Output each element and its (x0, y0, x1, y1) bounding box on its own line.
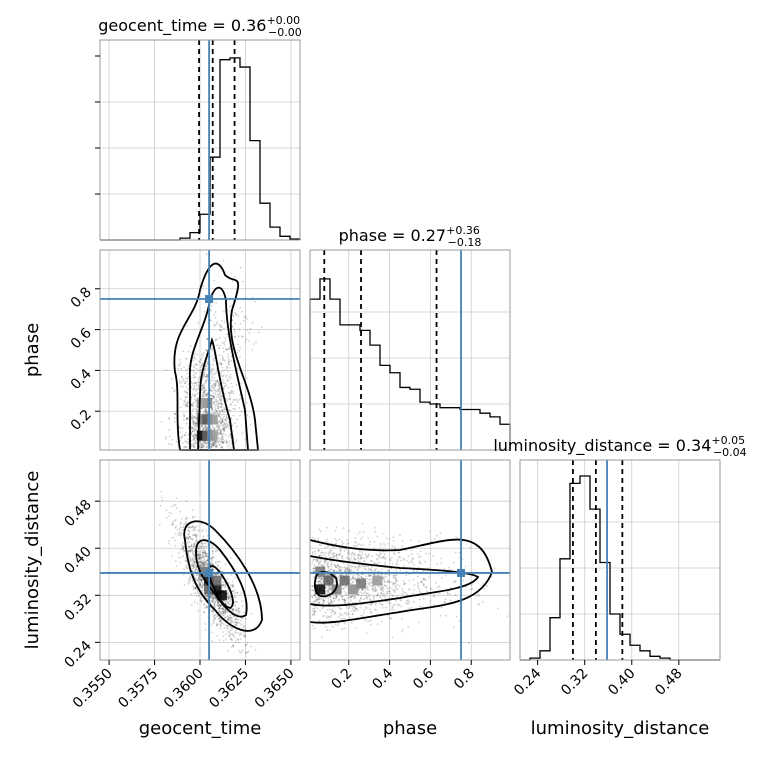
density-cell (202, 430, 213, 441)
density-cell (196, 398, 207, 409)
density-cell (207, 430, 218, 441)
contour (207, 565, 234, 609)
density-cell (339, 575, 350, 586)
y-axis-label: luminosity_distance (22, 471, 43, 650)
density-cell (207, 414, 218, 425)
panel-phase-luminosity_distance (309, 459, 511, 661)
contour (313, 570, 338, 598)
density-cell (323, 575, 334, 586)
x-tick-label: 0.3550 (70, 666, 116, 712)
contour (189, 286, 249, 451)
x-tick-label: 0.3575 (115, 666, 161, 712)
contour (195, 539, 248, 618)
density-cell (196, 414, 207, 425)
y-axis-label: phase (22, 323, 43, 377)
diag-panel-geocent_time (99, 39, 301, 241)
x-axis-label: luminosity_distance (531, 718, 710, 739)
contour (309, 538, 493, 624)
density-cell (202, 398, 213, 409)
y-tick-label: 0.6 (68, 325, 95, 352)
x-axis-label: geocent_time (139, 718, 262, 739)
density-cell (315, 584, 326, 595)
x-tick-label: 0.6 (410, 665, 437, 692)
x-tick-label: 0.32 (558, 666, 591, 699)
x-tick-label: 0.2 (329, 666, 356, 693)
x-tick-label: 0.48 (652, 666, 685, 699)
histogram-luminosity_distance (520, 475, 720, 661)
density-cell (356, 578, 367, 589)
y-tick-label: 0.48 (61, 497, 94, 530)
x-tick-label: 0.40 (605, 666, 638, 699)
contour (183, 520, 263, 632)
y-tick-label: 0.40 (61, 544, 94, 577)
truth-marker (205, 294, 214, 303)
y-tick-label: 0.8 (68, 284, 95, 311)
x-tick-label: 0.3600 (161, 666, 207, 712)
density-cell (211, 575, 222, 586)
diag-panel-luminosity_distance (519, 459, 721, 661)
x-tick-label: 0.24 (511, 665, 544, 698)
density-cell (198, 566, 209, 577)
density-cell (202, 414, 213, 425)
x-axis-label: phase (383, 718, 437, 739)
diag-panel-phase (309, 249, 511, 451)
x-tick-label: 0.4 (369, 665, 396, 692)
histogram-phase (309, 278, 511, 450)
x-tick-label: 0.8 (451, 666, 478, 693)
panel-title: phase = 0.27+0.36 −0.18 (339, 224, 482, 249)
density-cell (211, 584, 222, 595)
panel-title: luminosity_distance = 0.34+0.05 −0.04 (493, 434, 746, 459)
y-tick-label: 0.2 (68, 407, 95, 434)
y-tick-label: 0.4 (68, 366, 95, 393)
contour (309, 555, 480, 607)
density-cell (372, 575, 383, 586)
density-cell (331, 584, 342, 595)
density-cell (216, 590, 227, 601)
density-cell (196, 430, 207, 441)
truth-marker (457, 568, 466, 577)
y-tick-label: 0.24 (61, 638, 94, 671)
truth-marker (205, 568, 214, 577)
contour (197, 337, 236, 451)
density-cell (347, 584, 358, 595)
panel-geocent_time-phase (99, 249, 301, 451)
x-tick-label: 0.3650 (252, 666, 298, 712)
y-tick-label: 0.32 (61, 591, 94, 624)
panel-title: geocent_time = 0.36+0.00 −0.00 (98, 14, 301, 39)
x-tick-label: 0.3625 (206, 666, 252, 712)
